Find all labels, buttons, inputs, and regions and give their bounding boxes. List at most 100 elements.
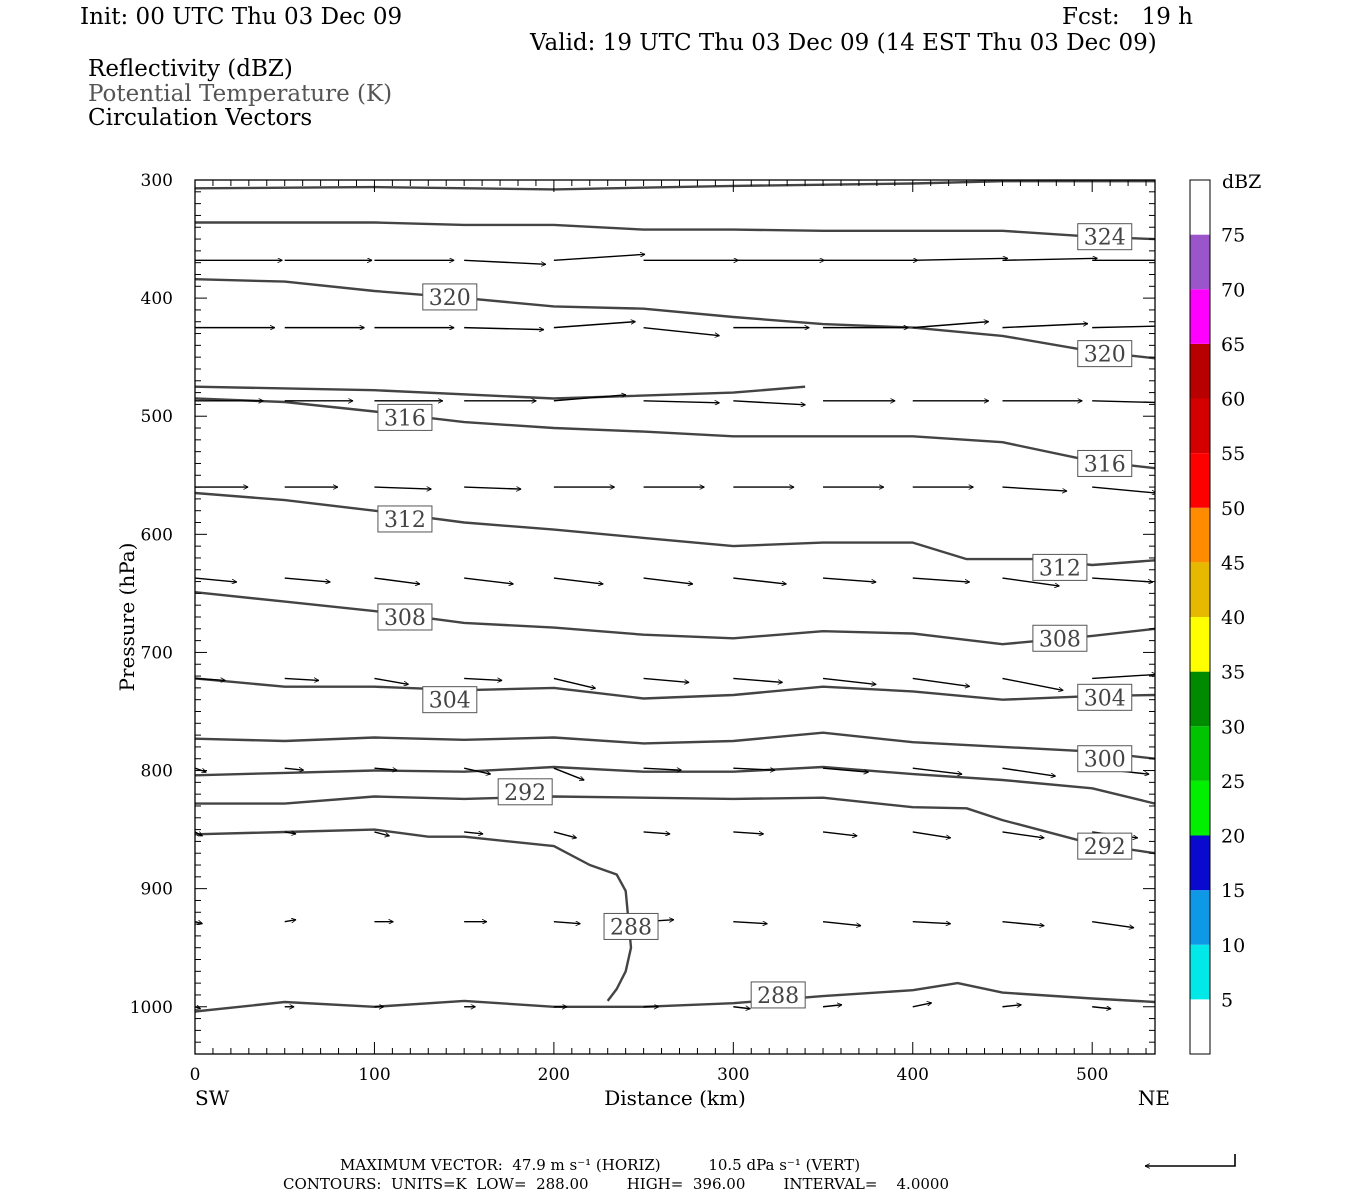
colorbar-segment (1190, 343, 1210, 399)
circulation-vector (733, 922, 767, 924)
circulation-vector (1002, 324, 1088, 329)
circulation-vector (822, 577, 876, 582)
circulation-vector (464, 577, 513, 584)
x-end-label-sw: SW (195, 1086, 230, 1110)
isentrope-288 (195, 828, 633, 1002)
circulation-vector (1002, 577, 1059, 586)
circulation-vector (912, 922, 951, 924)
circulation-vector (912, 577, 970, 582)
contour-label: 292 (504, 781, 546, 806)
y-tick-label: 600 (141, 525, 173, 545)
circulation-vector (1002, 677, 1063, 690)
contour-label: 324 (1084, 226, 1126, 251)
circulation-vector (912, 831, 951, 838)
colorbar-label: 25 (1221, 771, 1245, 793)
circulation-vector (1002, 486, 1067, 491)
contour-label: 292 (1084, 835, 1126, 860)
circulation-vector (643, 832, 671, 834)
circulation-vector (553, 322, 636, 329)
colorbar-segment (1190, 671, 1210, 727)
circulation-vector (553, 254, 645, 262)
circulation-vector (284, 768, 304, 770)
circulation-vector (912, 767, 962, 774)
circulation-vector (464, 486, 521, 489)
colorbar-title: dBZ (1222, 171, 1261, 193)
contour-label-box (422, 283, 478, 311)
circulation-vector (374, 677, 408, 684)
circulation-vectors (195, 254, 1155, 1008)
circulation-vector (464, 767, 491, 774)
isentrope-316 (195, 397, 1155, 470)
isentropes (195, 180, 1155, 1013)
contour-label: 288 (757, 984, 799, 1009)
field-circulation-vectors: Circulation Vectors (88, 105, 313, 131)
isentrope-292 (195, 795, 1155, 855)
isentrope-296 (195, 765, 1155, 805)
colorbar-segment (1190, 780, 1210, 836)
colorbar-segment (1190, 726, 1210, 781)
circulation-vector (195, 577, 237, 582)
circulation-vector (822, 831, 857, 836)
circulation-vector (733, 577, 786, 584)
x-tick-label: 200 (538, 1065, 570, 1085)
contour-label-box (377, 505, 433, 533)
contour-label-box (377, 403, 433, 431)
x-tick-label: 300 (717, 1065, 749, 1085)
circulation-vector (1002, 258, 1097, 262)
contour-label-box (1032, 553, 1088, 581)
y-tick-label: 1000 (130, 998, 173, 1018)
x-tick-label: 100 (358, 1065, 390, 1085)
circulation-vector (553, 831, 577, 838)
colorbar-label: 30 (1221, 716, 1245, 738)
contour-label-box (1032, 624, 1088, 652)
circulation-vector (1092, 400, 1155, 404)
colorbar-label: 60 (1221, 389, 1245, 411)
circulation-vector (643, 326, 720, 336)
contour-label-box (750, 981, 806, 1009)
contour-label-box (1077, 340, 1133, 368)
contour-label: 320 (429, 286, 471, 311)
circulation-vector (822, 677, 876, 684)
isentrope-300 (195, 731, 1155, 760)
circulation-vector (733, 677, 782, 682)
colorbar-label: 65 (1221, 334, 1245, 356)
circulation-vector (553, 395, 626, 402)
circulation-vector (464, 326, 544, 330)
contour-label: 304 (1084, 686, 1126, 711)
colorbar-segment (1190, 562, 1210, 617)
circulation-vector (643, 768, 682, 770)
field-reflectivity: Reflectivity (dBZ) (88, 56, 293, 82)
circulation-vector (822, 767, 869, 772)
isentrope-320 (195, 278, 1155, 360)
x-tick-label: 400 (897, 1065, 929, 1085)
circulation-vector (643, 677, 690, 682)
colorbar-label: 10 (1221, 935, 1245, 957)
colorbar-segment (1190, 234, 1210, 290)
colorbar-segment (1190, 289, 1210, 344)
max-vector-text: MAXIMUM VECTOR: 47.9 m s⁻¹ (HORIZ) 10.5 … (340, 1156, 861, 1174)
colorbar-segment (1190, 999, 1210, 1054)
y-tick-label: 500 (141, 407, 173, 427)
circulation-vector (643, 400, 720, 403)
circulation-vector (912, 322, 989, 329)
dbz-colorbar: 5 10 15 20 25 30 35 40 45 50 55 60 65 70 75 dBZ (1189, 171, 1261, 1055)
circulation-vector (1092, 921, 1134, 928)
colorbar-label: 35 (1221, 662, 1245, 684)
contour-label-box (1077, 683, 1133, 711)
forecast-hour: Fcst: 19 h (1062, 4, 1193, 30)
contour-label: 320 (1084, 343, 1126, 368)
contour-label: 312 (384, 508, 426, 533)
isentrope-288 (195, 981, 1155, 1013)
max-vector-arrow (1145, 1154, 1236, 1166)
circulation-vector (464, 678, 502, 680)
colorbar-segment (1190, 180, 1210, 235)
contour-label-box (422, 686, 478, 714)
y-tick-label: 700 (141, 643, 173, 663)
contour-label-box (1077, 223, 1133, 251)
circulation-vector (553, 677, 596, 688)
valid-time: Valid: 19 UTC Thu 03 Dec 09 (14 EST Thu … (530, 30, 1157, 56)
isentrope-308 (195, 591, 1155, 646)
x-tick-label: 500 (1076, 1065, 1108, 1085)
isentrope-324 (195, 221, 1155, 241)
